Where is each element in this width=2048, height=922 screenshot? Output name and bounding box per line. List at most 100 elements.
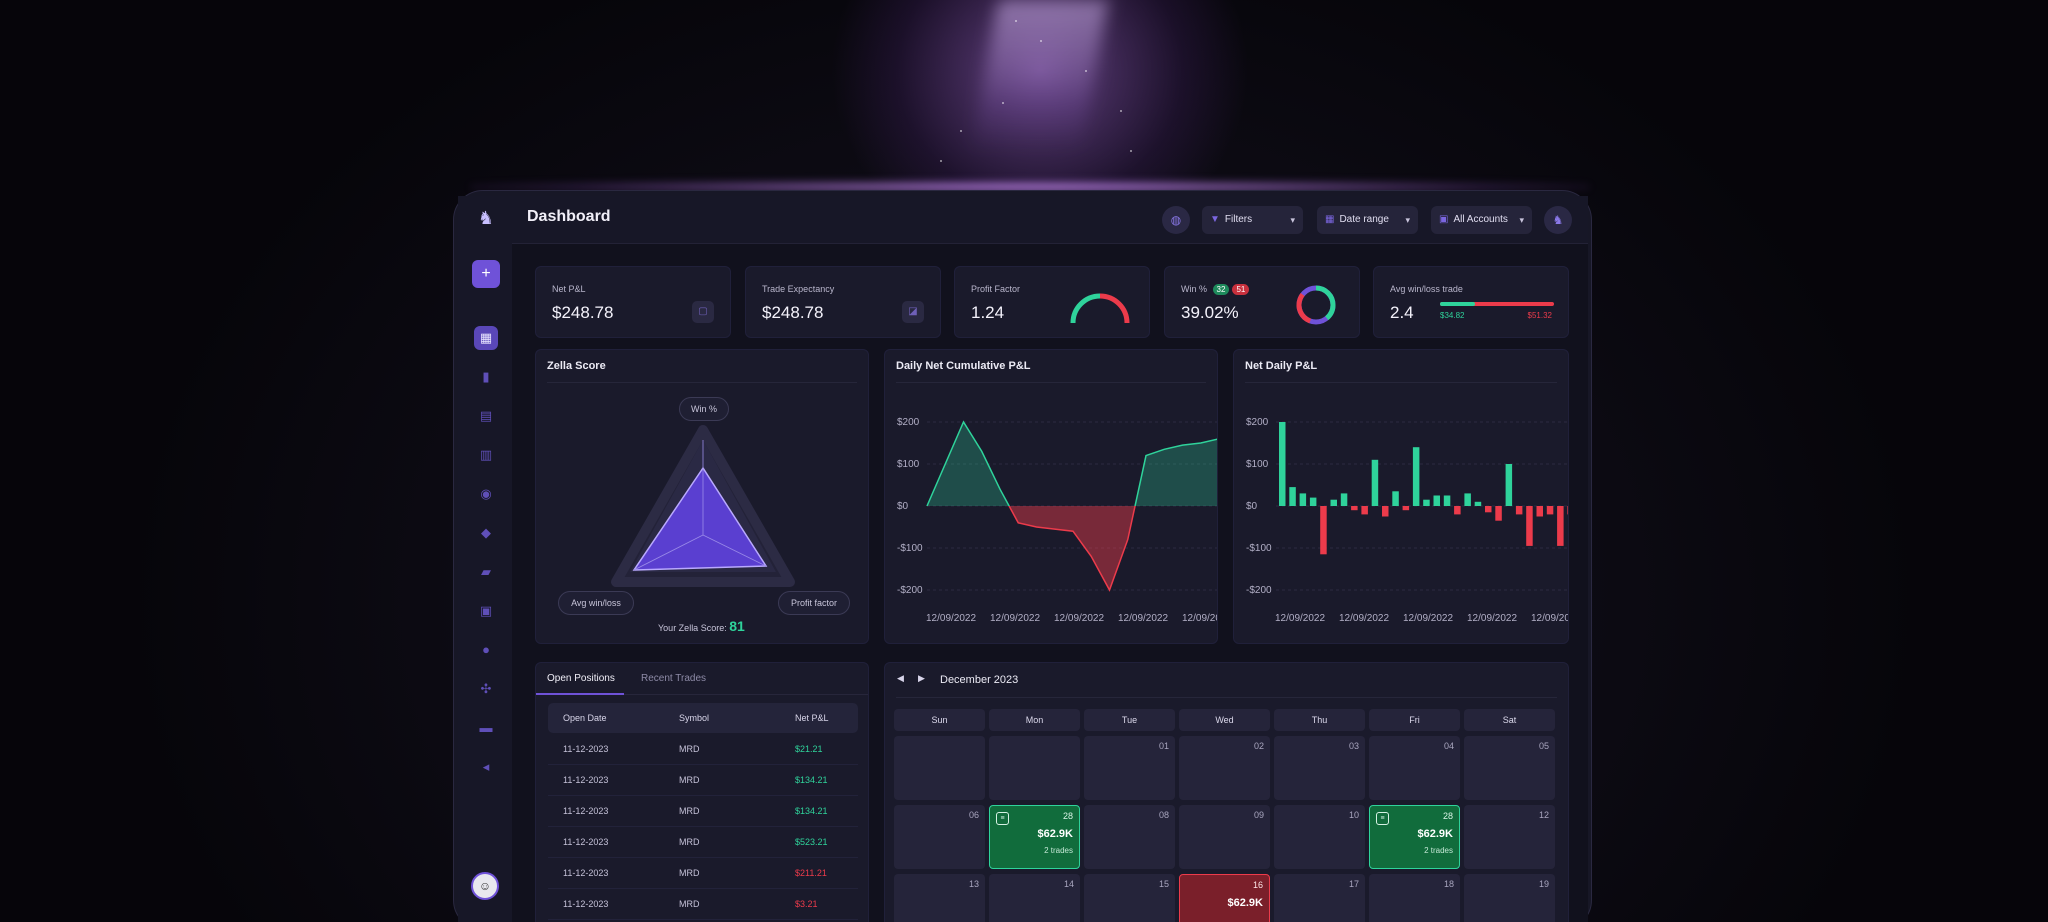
- active-tab-indicator: [536, 693, 624, 695]
- calendar-day-cell[interactable]: 13: [894, 874, 985, 922]
- table-row[interactable]: 11-12-2023 MRD $3.21: [548, 889, 858, 920]
- dashboard-icon[interactable]: ▦: [474, 326, 498, 350]
- sync-icon[interactable]: ◍: [1162, 206, 1190, 234]
- calendar-day-cell[interactable]: 02: [1179, 736, 1270, 800]
- calendar-day-cell[interactable]: 18: [1369, 874, 1460, 922]
- cumulative-x-tick-label: 12/09/2022: [1118, 613, 1168, 624]
- cell-open-date: 11-12-2023: [563, 744, 609, 754]
- profile-menu-icon[interactable]: ♞: [1544, 206, 1572, 234]
- calendar-day-cell[interactable]: 08: [1084, 805, 1175, 869]
- info-icon[interactable]: ▢: [692, 301, 714, 323]
- avatar[interactable]: ☺: [471, 872, 499, 900]
- prev-month-icon[interactable]: ◀: [897, 673, 904, 683]
- cell-open-date: 11-12-2023: [563, 837, 609, 847]
- trade-expectancy-label: Trade Expectancy: [762, 284, 835, 294]
- avg-win-value: $34.82: [1440, 311, 1465, 320]
- table-row[interactable]: 11-12-2023 MRD $134.21: [548, 796, 858, 827]
- note-icon[interactable]: ≡: [996, 812, 1009, 825]
- journal-icon[interactable]: ▤: [479, 408, 493, 423]
- cell-net-pnl: $523.21: [795, 837, 828, 847]
- notebook-icon[interactable]: ▰: [481, 564, 491, 579]
- calendar-day-number: 06: [968, 810, 979, 820]
- daily-pnl-bar: [1289, 487, 1296, 506]
- win-pct-card[interactable]: Win % 32 51 39.02%: [1164, 266, 1360, 338]
- avg-win-loss-label: Avg win/loss trade: [1390, 284, 1463, 294]
- calendar-day-cell[interactable]: 17: [1274, 874, 1365, 922]
- settings-icon[interactable]: ●: [482, 642, 490, 657]
- table-row[interactable]: 11-12-2023 MRD $211.21: [548, 858, 858, 889]
- calendar-day-cell[interactable]: 28 ≡ $62.9K 2 trades: [989, 805, 1080, 869]
- calendar-day-header: Sat: [1464, 709, 1555, 731]
- calendar-day-cell[interactable]: [894, 736, 985, 800]
- add-trade-button[interactable]: +: [472, 260, 500, 288]
- tab-recent-trades[interactable]: Recent Trades: [641, 673, 707, 684]
- sidebar: ♞ + ▦ ▮ ▤ ▥ ◉ ◆ ▰ ▣ ● ✣ ▬ ◂ ☺: [458, 196, 512, 922]
- top-bar: Dashboard ◍ ▼ Filters ▾ ▦ Date range ▾ ▣ All …: [512, 196, 1588, 244]
- avg-win-loss-value: 2.4: [1390, 303, 1414, 322]
- filters-label: Filters: [1224, 214, 1253, 225]
- next-month-icon[interactable]: ▶: [918, 673, 925, 683]
- main-content: Net P&L $248.78 ▢ Trade Expectancy $248.…: [512, 244, 1588, 922]
- table-row[interactable]: 11-12-2023 MRD $21.21: [548, 734, 858, 765]
- note-icon[interactable]: ≡: [1376, 812, 1389, 825]
- avg-win-loss-card[interactable]: Avg win/loss trade 2.4 $34.82 $51.32: [1373, 266, 1569, 338]
- cell-symbol: MRD: [679, 806, 700, 816]
- calendar-day-cell[interactable]: 15: [1084, 874, 1175, 922]
- net-pnl-card[interactable]: Net P&L $248.78 ▢: [535, 266, 731, 338]
- filters-button[interactable]: ▼ Filters ▾: [1202, 206, 1303, 234]
- calendar-day-cell[interactable]: 12: [1464, 805, 1555, 869]
- database-icon[interactable]: ▣: [479, 603, 493, 618]
- calendar-day-cell[interactable]: 14: [989, 874, 1080, 922]
- calendar-day-number: 04: [1443, 741, 1454, 751]
- collapse-icon[interactable]: ◂: [482, 759, 490, 774]
- calendar-day-cell[interactable]: 06: [894, 805, 985, 869]
- positions-tabs: Open Positions Recent Trades: [536, 663, 868, 695]
- daily-pnl-bar: [1546, 506, 1554, 515]
- calendar-day-number: 15: [1158, 879, 1169, 889]
- profit-factor-card[interactable]: Profit Factor 1.24: [954, 266, 1150, 338]
- divider: [547, 382, 857, 383]
- calendar-day-cell[interactable]: 09: [1179, 805, 1270, 869]
- daily-pnl-bar: [1567, 506, 1568, 515]
- trade-expectancy-card[interactable]: Trade Expectancy $248.78 ◪: [745, 266, 941, 338]
- calendar-day-cell[interactable]: 04: [1369, 736, 1460, 800]
- accounts-dropdown[interactable]: ▣ All Accounts ▾: [1431, 206, 1532, 234]
- cumulative-y-tick-label: $200: [897, 417, 920, 428]
- strategies-icon[interactable]: ◆: [481, 525, 491, 540]
- positions-panel: Open Positions Recent Trades Open Date S…: [535, 662, 869, 922]
- win-pct-donut: [1296, 285, 1336, 325]
- calendar-day-cell[interactable]: [989, 736, 1080, 800]
- info-icon[interactable]: ◪: [902, 301, 924, 323]
- calendar-day-cell[interactable]: 10: [1274, 805, 1365, 869]
- daily-y-tick-label: -$200: [1246, 585, 1272, 596]
- daily-y-tick-label: -$100: [1246, 543, 1272, 554]
- cell-net-pnl: $134.21: [795, 806, 828, 816]
- column-open-date[interactable]: Open Date: [563, 713, 607, 723]
- table-row[interactable]: 11-12-2023 MRD $134.21: [548, 765, 858, 796]
- daily-x-tick-label: 12/09/2022: [1467, 613, 1517, 624]
- daily-pnl-bar: [1505, 464, 1513, 506]
- column-net-pnl[interactable]: Net P&L: [795, 713, 829, 723]
- insights-icon[interactable]: ◉: [480, 486, 492, 501]
- column-symbol[interactable]: Symbol: [679, 713, 710, 723]
- date-range-button[interactable]: ▦ Date range ▾: [1317, 206, 1418, 234]
- calendar-day-cell[interactable]: 05: [1464, 736, 1555, 800]
- daily-pnl-bar: [1402, 506, 1410, 511]
- table-row[interactable]: 11-12-2023 MRD $523.21: [548, 827, 858, 858]
- calendar-day-cell[interactable]: 28 ≡ $62.9K 2 trades: [1369, 805, 1460, 869]
- calendar-day-cell[interactable]: 19: [1464, 874, 1555, 922]
- trade-log-icon[interactable]: ▥: [479, 447, 493, 462]
- calendar-day-cell[interactable]: 03: [1274, 736, 1365, 800]
- tab-open-positions[interactable]: Open Positions: [547, 673, 615, 684]
- calendar-day-cell[interactable]: 01: [1084, 736, 1175, 800]
- reports-icon[interactable]: ▮: [482, 369, 490, 384]
- daily-y-tick-label: $200: [1246, 417, 1269, 428]
- community-icon[interactable]: ✣: [480, 681, 492, 696]
- calendar-day-cell[interactable]: 16 $62.9K: [1179, 874, 1270, 922]
- divider: [896, 697, 1557, 698]
- table-header: Open Date Symbol Net P&L: [548, 703, 858, 733]
- calendar-day-header: Thu: [1274, 709, 1365, 731]
- accounts-icon[interactable]: ▬: [479, 720, 493, 735]
- divider: [1245, 382, 1557, 383]
- daily-pnl-bar: [1454, 506, 1461, 515]
